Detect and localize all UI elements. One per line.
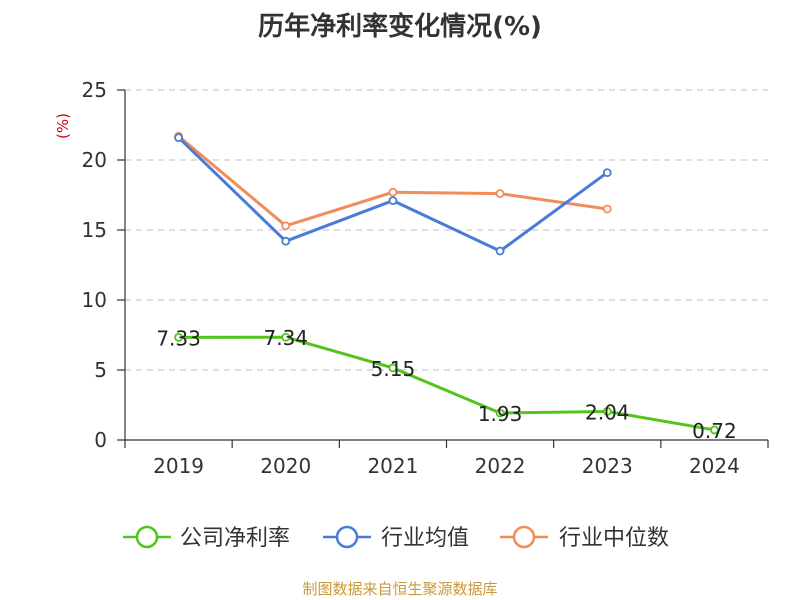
source-note: 制图数据来自恒生聚源数据库	[302, 580, 498, 598]
data-point	[174, 133, 183, 143]
series-line-0	[178, 335, 715, 432]
data-labels: 7.33 7.34 5.15 1.93 2.04 0.72	[156, 326, 736, 443]
legend-marker-icon	[135, 525, 159, 549]
y-tick-label: 25	[82, 78, 107, 102]
data-point	[281, 332, 291, 342]
y-tick-label: 5	[94, 358, 107, 382]
axes: 0 5 10 15 20 25 2019 2020 2021 2022 2023 2024 (%)	[54, 78, 769, 478]
legend-item[interactable]: 公司净利率	[123, 525, 290, 551]
chart-title: 历年净利率变化情况(%)	[258, 12, 542, 42]
data-label: 0.72	[692, 419, 737, 443]
data-label: 5.15	[371, 357, 416, 381]
data-label: 2.04	[585, 400, 630, 424]
legend-item[interactable]: 行业均值	[323, 525, 469, 551]
data-label: 7.33	[156, 326, 201, 350]
data-point	[388, 187, 398, 197]
x-tick-label: 2019	[153, 454, 204, 478]
data-label: 7.34	[263, 326, 308, 350]
legend[interactable]: 公司净利率 行业均值 行业中位数	[123, 525, 669, 551]
x-tick-label: 2023	[582, 454, 633, 478]
legend-label: 公司净利率	[180, 526, 290, 551]
x-tick-label: 2021	[367, 454, 418, 478]
data-point	[602, 168, 612, 178]
legend-label: 行业均值	[381, 526, 469, 551]
data-point	[281, 221, 291, 231]
y-tick-label: 10	[82, 288, 107, 312]
data-point	[495, 408, 505, 418]
y-axis-unit-label: (%)	[54, 113, 72, 139]
x-tick-label: 2022	[475, 454, 526, 478]
data-point	[174, 332, 183, 342]
legend-item[interactable]: 行业中位数	[500, 525, 669, 551]
data-point	[388, 363, 398, 373]
data-point	[388, 196, 398, 206]
data-point	[495, 246, 505, 256]
series-lines	[174, 131, 719, 435]
data-point	[281, 236, 291, 246]
grid-lines	[125, 89, 768, 371]
y-tick-label: 15	[82, 218, 107, 242]
y-tick-label: 0	[94, 428, 107, 452]
legend-marker-icon	[335, 525, 359, 549]
data-point	[495, 189, 505, 199]
x-tick-label: 2024	[689, 454, 740, 478]
y-tick-label: 20	[82, 148, 107, 172]
legend-label: 行业中位数	[559, 526, 669, 551]
data-label: 1.93	[478, 402, 523, 426]
data-point	[710, 425, 719, 435]
data-point	[602, 407, 612, 416]
x-tick-label: 2020	[260, 454, 311, 478]
data-point	[602, 204, 612, 214]
series-line-2	[177, 135, 608, 228]
legend-marker-icon	[512, 525, 536, 549]
